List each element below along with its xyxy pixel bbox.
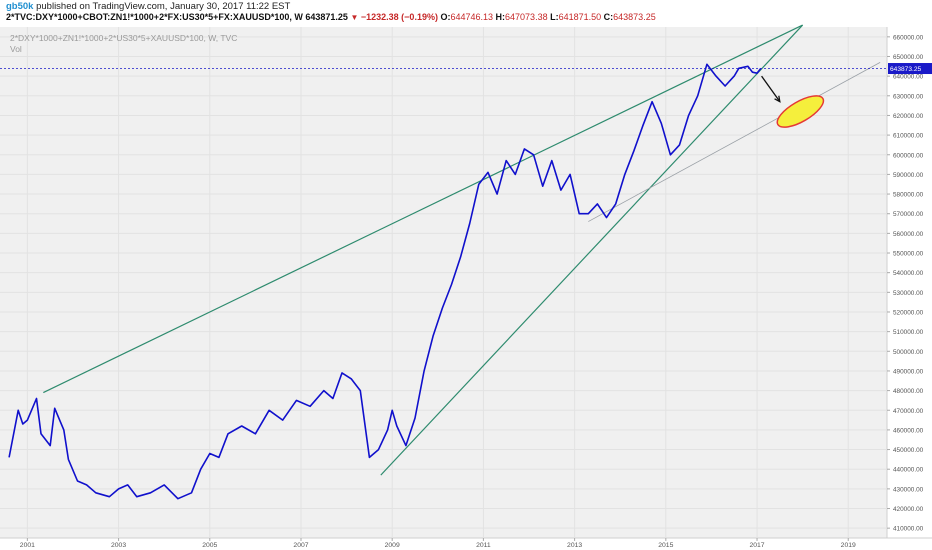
x-tick-label: 2009 — [385, 542, 400, 549]
published-text: published on TradingView.com, January 30… — [36, 1, 291, 12]
author-link[interactable]: gb50k — [6, 1, 34, 12]
last-price-badge — [888, 63, 932, 75]
high-value: 647073.38 — [505, 12, 548, 22]
y-tick-label: 520000.00 — [893, 309, 924, 316]
y-tick-label: 620000.00 — [893, 113, 924, 120]
x-tick-label: 2015 — [658, 542, 673, 549]
y-tick-label: 540000.00 — [893, 270, 924, 277]
y-tick-label: 530000.00 — [893, 290, 924, 297]
high-label: H: — [495, 12, 506, 22]
open-label: O: — [440, 12, 451, 22]
low-value: 641871.50 — [558, 12, 602, 22]
change-text: −1232.38 (−0.19%) — [360, 12, 438, 22]
x-tick-label: 2017 — [749, 542, 764, 549]
publish-line: gb50k published on TradingView.com, Janu… — [6, 1, 290, 12]
x-tick-label: 2011 — [476, 542, 491, 549]
symbol-text: 2*TVC:DXY*1000+CBOT:ZN1!*1000+2*FX:US30*… — [6, 12, 303, 22]
last-price-text: 643871.25 — [305, 12, 348, 22]
y-tick-label: 550000.00 — [893, 251, 924, 258]
y-tick-label: 570000.00 — [893, 211, 924, 218]
open-value: 644746.13 — [450, 12, 494, 22]
trendline[interactable] — [43, 24, 803, 394]
close-label: C: — [603, 12, 614, 22]
x-tick-label: 2019 — [841, 542, 856, 549]
x-tick-label: 2003 — [111, 542, 126, 549]
y-tick-label: 480000.00 — [893, 388, 924, 395]
y-tick-label: 560000.00 — [893, 231, 924, 238]
y-tick-label: 460000.00 — [893, 427, 924, 434]
y-tick-label: 420000.00 — [893, 506, 924, 513]
y-tick-label: 450000.00 — [893, 447, 924, 454]
x-tick-label: 2007 — [293, 542, 308, 549]
x-tick-label: 2001 — [20, 542, 35, 549]
arrow-shaft[interactable] — [761, 75, 781, 103]
price-axis-area[interactable] — [887, 27, 932, 538]
y-tick-label: 630000.00 — [893, 93, 924, 100]
last-price-label: 643873.25 — [890, 66, 922, 73]
x-tick-label: 2005 — [202, 542, 217, 549]
price-line — [8, 63, 762, 500]
arrow-head-icon — [774, 95, 781, 103]
y-tick-label: 410000.00 — [893, 526, 924, 533]
y-tick-label: 590000.00 — [893, 172, 924, 179]
y-tick-label: 470000.00 — [893, 408, 924, 415]
y-tick-label: 510000.00 — [893, 329, 924, 336]
y-tick-label: 650000.00 — [893, 54, 924, 61]
y-tick-label: 600000.00 — [893, 152, 924, 159]
series-label: 2*DXY*1000+ZN1!*1000+2*US30*5+XAUUSD*100… — [10, 33, 238, 43]
trendline[interactable] — [588, 62, 881, 222]
trendline[interactable] — [380, 24, 804, 476]
y-tick-label: 640000.00 — [893, 74, 924, 81]
down-triangle-icon: ▼ — [350, 13, 359, 22]
y-tick-label: 490000.00 — [893, 368, 924, 375]
target-ellipse[interactable] — [773, 90, 828, 133]
y-tick-label: 500000.00 — [893, 349, 924, 356]
y-tick-label: 580000.00 — [893, 192, 924, 199]
y-tick-label: 660000.00 — [893, 34, 924, 41]
y-tick-label: 610000.00 — [893, 133, 924, 140]
ohlc-line: 2*TVC:DXY*1000+CBOT:ZN1!*1000+2*FX:US30*… — [6, 12, 656, 22]
close-value: 643873.25 — [613, 12, 656, 22]
x-tick-label: 2013 — [567, 542, 582, 549]
plot-area — [0, 27, 887, 538]
y-tick-label: 430000.00 — [893, 486, 924, 493]
volume-label: Vol — [10, 44, 22, 54]
low-label: L: — [550, 12, 559, 22]
y-tick-label: 440000.00 — [893, 467, 924, 474]
